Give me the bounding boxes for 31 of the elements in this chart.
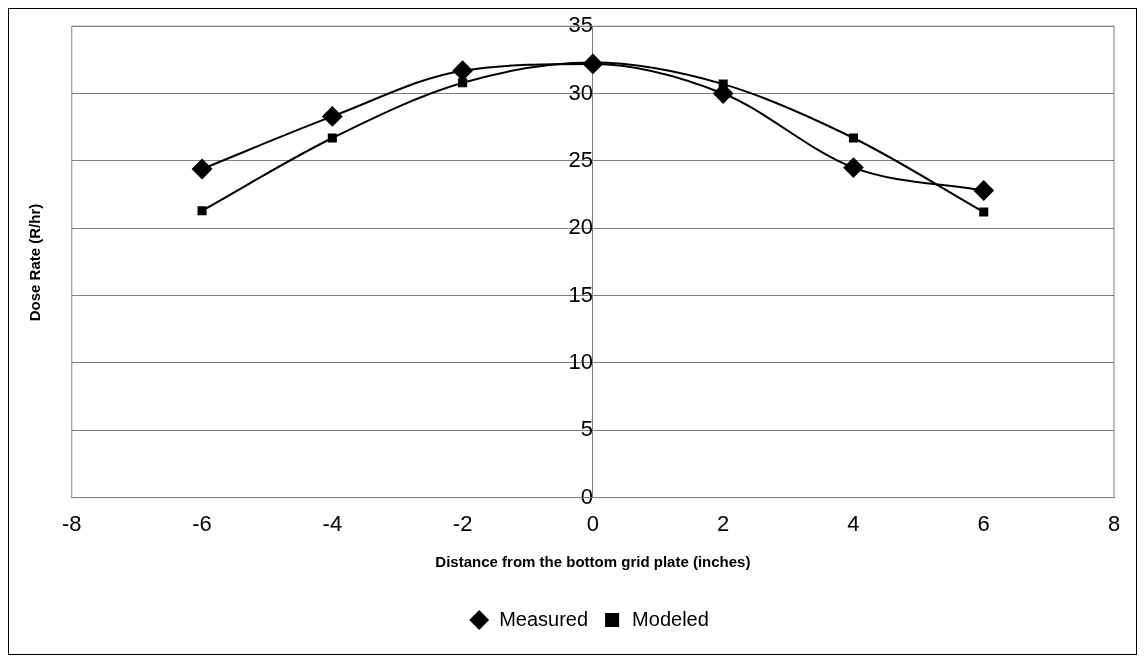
legend-label: Modeled [632,607,709,630]
point [197,206,207,216]
x-tick-label: 6 [977,510,990,536]
x-tick-label: 4 [847,510,860,536]
x-tick-label: -4 [322,510,343,536]
point [327,133,337,143]
x-tick-label: 8 [1107,510,1121,536]
x-tick-label: -8 [62,510,82,536]
y-tick-label: 15 [568,281,593,307]
y-tick-label: 10 [568,348,593,374]
x-axis-title: Distance from the bottom grid plate (inches) [435,553,751,571]
y-tick-label: 30 [568,79,593,105]
y-tick-label: 25 [568,146,593,172]
point [452,60,473,81]
point [848,133,858,143]
y-tick-label: 35 [568,12,593,38]
x-tick-label: 2 [717,510,730,536]
point [979,207,989,217]
y-tick-label: 0 [580,483,593,509]
point [843,157,864,178]
x-tick-label: -6 [192,510,212,536]
legend-label: Measured [499,607,589,630]
point [192,158,213,179]
y-tick-label: 5 [580,416,593,442]
point [973,180,994,201]
point [322,106,343,127]
y-axis-title: Dose Rate (R/hr) [26,203,44,322]
point [582,53,603,74]
point [458,78,468,88]
y-tick-label: 20 [568,214,593,240]
x-tick-label: -2 [452,510,473,536]
